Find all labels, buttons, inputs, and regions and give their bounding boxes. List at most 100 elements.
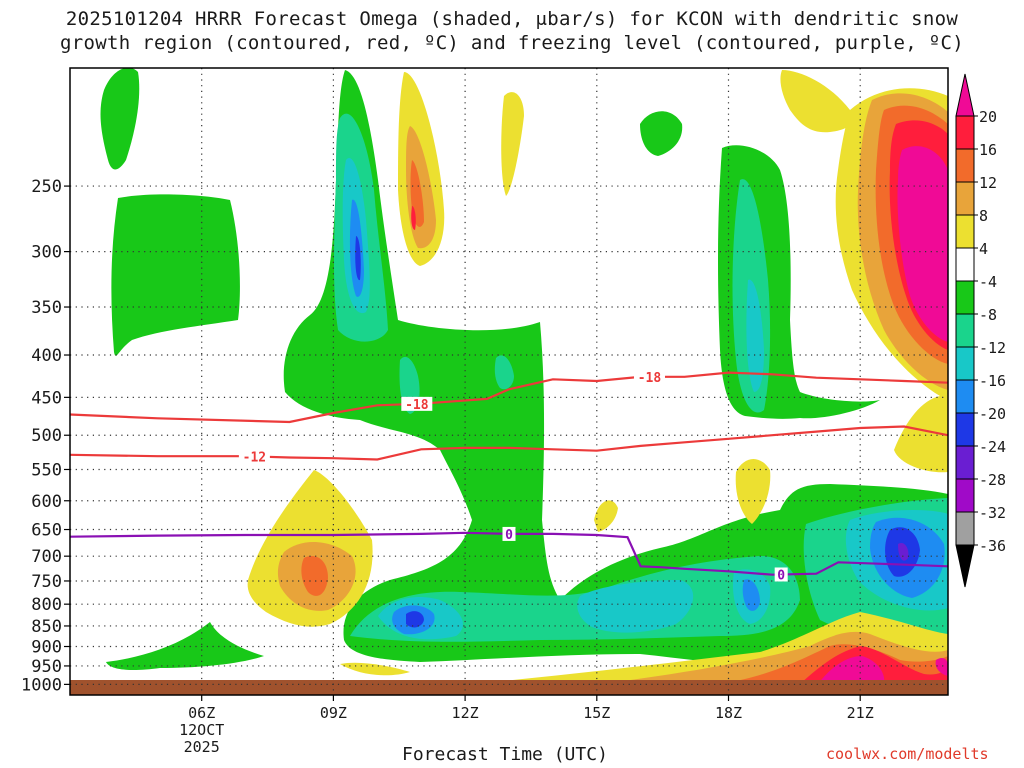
dgz-contour-minus12-label-bg [238,449,270,464]
x-tick-label: 09Z [320,704,347,722]
chart-title-line-2: growth region (contoured, red, ºC) and f… [60,32,964,54]
omega-region-teal [494,355,514,390]
omega-region-red [411,206,416,230]
omega-region-magenta [818,656,885,684]
colorbar-label: 8 [979,207,988,225]
omega-region-green [283,70,948,666]
colorbar-segment [955,181,975,216]
omega-region-yellow [780,70,854,133]
x-tick-label: 18Z [715,704,742,722]
dgz-contour-minus18 [70,371,948,424]
x-tick-label: 21Z [847,704,874,722]
omega-region-darkblue [406,611,424,628]
colorbar-segment [955,478,975,513]
y-tick-label: 700 [31,547,62,567]
colorbar-segment [955,214,975,249]
colorbar-segment [955,379,975,414]
freezing-level-contour [70,531,948,576]
colorbar-label: -4 [979,273,997,291]
y-axis: 2503003504004505005506006507007508008509… [21,177,70,695]
omega-region-purple [898,542,909,561]
y-tick-label: 450 [31,388,62,408]
y-tick-label: 500 [31,426,62,446]
colorbar-label: -36 [979,537,1006,555]
colorbar: 20 16 12 8 4 -4 -8 -12 -16 -20 -24 -28 -32 -36 [955,73,1006,588]
colorbar-label: -20 [979,405,1006,423]
colorbar-segment [955,280,975,315]
dgz-contour-minus18-label-bg [633,369,665,384]
colorbar-label: 16 [979,141,997,159]
omega-region-yellow [735,458,771,524]
omega-region-teal [350,556,800,642]
x-tick-label: 15Z [583,704,610,722]
colorbar-arrow-top [955,73,975,117]
omega-region-green [111,194,240,356]
y-tick-label: 900 [31,638,62,658]
freezing-level-contour-label: 0 [505,528,513,543]
colorbar-segment [955,511,975,546]
colorbar-label: -24 [979,438,1006,456]
omega-region-green [640,111,683,156]
omega-region-magenta [935,658,948,676]
omega-region-yellow [340,662,410,676]
colorbar-segment [955,412,975,447]
y-tick-label: 550 [31,460,62,480]
freezing-level: 00 [70,526,948,583]
colorbar-segment [955,445,975,480]
omega-region-darkorange [301,556,328,596]
dgz-contour-minus12-label: -12 [243,450,266,465]
freezing-level-contour-label-bg [774,567,788,582]
colorbar-label: -16 [979,372,1006,390]
y-tick-label: 750 [31,572,62,592]
x-axis-label: Forecast Time (UTC) [402,744,608,765]
colorbar-arrow-bottom [955,544,975,588]
surface-bar [70,680,948,695]
colorbar-label: -8 [979,306,997,324]
plot-frame [69,67,949,696]
colorbar-segment [955,148,975,183]
y-tick-label: 800 [31,595,62,615]
dgz-contour-minus12 [70,425,948,461]
site-credit[interactable]: coolwx.com/modelts [826,745,989,763]
x-tick-label: 06Z [188,704,215,722]
surface-layer [70,680,948,695]
x-tick-year: 2025 [184,738,220,756]
colorbar-label: 12 [979,174,997,192]
colorbar-label: 20 [979,108,997,126]
y-tick-label: 650 [31,521,62,541]
colorbar-label: -12 [979,339,1006,357]
colorbar-segment [955,313,975,348]
x-tick-label: 12Z [452,704,479,722]
colorbar-label: -28 [979,471,1006,489]
omega-region-yellow [501,92,524,196]
x-tick-date: 12OCT [179,721,224,739]
dgz-contour-minus18-label: -18 [638,371,662,386]
colorbar-label: -32 [979,504,1006,522]
y-tick-label: 850 [31,617,62,637]
y-tick-label: 950 [31,657,62,677]
dgz-contours: -18 -18 -12 [70,369,948,465]
colorbar-label: 4 [979,240,988,258]
omega-region-green [100,68,140,170]
y-tick-label: 300 [31,243,62,263]
omega-region-darkblue [355,236,361,281]
omega-region-yellow [594,500,618,532]
colorbar-segment [955,115,975,150]
dgz-contour-minus18-label-bg [401,396,433,411]
omega-region-magenta [897,146,948,342]
y-tick-label: 350 [31,298,62,318]
y-tick-label: 250 [31,177,62,197]
y-tick-label: 1000 [21,675,62,695]
dgz-contour-minus18-label: -18 [405,398,429,413]
shaded-field [100,68,948,684]
omega-region-cyan [746,279,764,392]
omega-region-blue [742,579,760,611]
chart-title-line-1: 2025101204 HRRR Forecast Omega (shaded, … [65,8,959,30]
colorbar-segment [955,247,975,282]
colorbar-segment [955,346,975,381]
y-tick-label: 400 [31,346,62,366]
y-tick-label: 600 [31,492,62,512]
omega-region-cyan [577,580,694,633]
